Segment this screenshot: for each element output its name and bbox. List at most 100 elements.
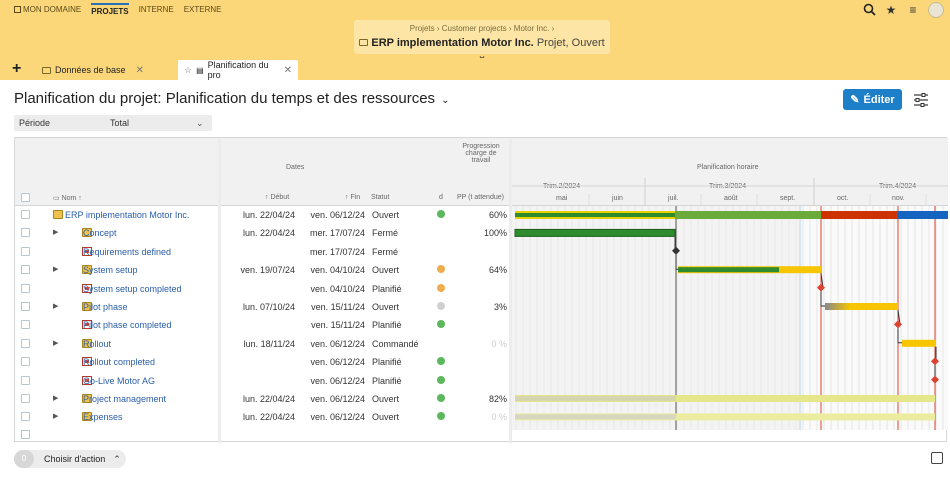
gantt-bar-rollout: [902, 339, 936, 347]
breadcrumb-customer-projects[interactable]: Customer projects: [441, 24, 507, 33]
row-checkbox[interactable]: [21, 283, 30, 293]
table-row[interactable]: ▶ Expenses lun. 22/04/24 ven. 06/12/24 Ouver…: [15, 408, 511, 426]
project-name: ERP implementation Motor Inc.: [371, 37, 534, 49]
action-selector[interactable]: 0 Choisir d'action ⌃: [14, 450, 126, 468]
table-row[interactable]: System setup completed ven. 04/10/24 Plani…: [15, 280, 511, 298]
header-end[interactable]: ↑ Fin: [345, 194, 361, 201]
star-icon[interactable]: ★: [885, 3, 897, 17]
row-name[interactable]: Project management: [83, 394, 167, 404]
folder-icon: [82, 394, 92, 403]
expand-icon[interactable]: ▶: [53, 303, 59, 310]
table-row[interactable]: ERP implementation Motor Inc. lun. 22/04/…: [15, 206, 511, 224]
close-icon[interactable]: ✕: [283, 64, 292, 76]
row-name[interactable]: ERP implementation Motor Inc.: [65, 210, 190, 220]
export-icon[interactable]: [931, 452, 943, 464]
folder-icon: ▭: [53, 195, 60, 202]
table-row[interactable]: Rollout completed ven. 06/12/24 Planifié: [15, 353, 511, 371]
status-indicator-icon: [437, 210, 445, 218]
row-checkbox[interactable]: [21, 210, 30, 219]
nav-projets[interactable]: PROJETS: [91, 2, 129, 16]
row-checkbox[interactable]: [21, 265, 30, 275]
tab-donnees-de-base[interactable]: Données de base ✕: [36, 60, 158, 80]
table-row[interactable]: ▶ Project management lun. 22/04/24 ven. 06/…: [15, 390, 511, 408]
row-name[interactable]: Go-Live Motor AG: [83, 375, 156, 386]
row-start: lun. 22/04/24: [242, 394, 295, 404]
tab-label: Planification du pro: [207, 60, 269, 80]
header-d[interactable]: d: [439, 194, 443, 201]
nav-externe[interactable]: EXTERNE: [183, 4, 222, 14]
gantt-bar-pilot: [825, 303, 898, 310]
row-checkbox[interactable]: [21, 320, 30, 330]
add-tab-button[interactable]: +: [12, 60, 22, 77]
row-name[interactable]: Rollout completed: [83, 357, 156, 368]
row-checkbox[interactable]: [21, 246, 30, 256]
row-name[interactable]: System setup completed: [83, 283, 182, 294]
table-row[interactable]: ▶ Pilot phase lun. 07/10/24 ven. 15/11/24 Ou…: [15, 298, 511, 316]
row-name[interactable]: Concept: [83, 228, 117, 239]
header-status[interactable]: Statut: [371, 194, 390, 201]
close-icon[interactable]: ✕: [135, 64, 144, 76]
table-row[interactable]: ▶ Rollout lun. 18/11/24 ven. 06/12/24 Comman…: [15, 335, 511, 353]
row-progress: 100%: [483, 228, 507, 239]
row-checkbox[interactable]: [21, 375, 30, 385]
nav-mon-domaine[interactable]: MON DOMAINE: [14, 5, 81, 14]
breadcrumb-projets[interactable]: Projets: [409, 24, 435, 33]
expand-icon[interactable]: ▶: [53, 395, 59, 402]
search-icon[interactable]: [862, 3, 876, 17]
row-start: lun. 22/04/24: [242, 228, 295, 239]
expand-icon[interactable]: ▶: [53, 229, 59, 237]
period-select[interactable]: Période Total ⌄: [14, 115, 212, 131]
row-name[interactable]: System setup: [83, 265, 138, 276]
breadcrumb-motor-inc[interactable]: Motor Inc.: [513, 24, 550, 33]
menu-icon[interactable]: ≡: [909, 3, 917, 17]
page-title-text: Planification du projet: Planification d…: [14, 90, 436, 107]
edit-button[interactable]: ✎ Éditer: [843, 89, 902, 110]
tab-planification[interactable]: ☆ ▤ Planification du pro ✕: [178, 60, 298, 80]
expand-icon[interactable]: ▶: [53, 266, 59, 274]
header-month: mai: [556, 195, 568, 202]
header-pp[interactable]: PP (t attendue): [457, 194, 504, 201]
row-end: ven. 06/12/24: [310, 394, 365, 404]
project-selector[interactable]: ERP implementation Motor Inc. Projet, Ou…: [354, 37, 610, 62]
row-checkbox[interactable]: [21, 338, 30, 348]
row-checkbox[interactable]: [21, 412, 30, 422]
expand-icon[interactable]: ▶: [53, 339, 59, 347]
table-row[interactable]: Go-Live Motor AG ven. 06/12/24 Planifié: [15, 372, 511, 390]
nav-interne[interactable]: INTERNE: [138, 4, 174, 14]
row-name[interactable]: Pilot phase: [83, 302, 128, 312]
selection-count: 0: [14, 450, 34, 468]
grid-icon: [14, 5, 21, 13]
table-row[interactable]: Requirements defined mer. 17/07/24 Fermé: [15, 243, 511, 261]
action-label: Choisir d'action: [44, 454, 106, 464]
row-name[interactable]: Expenses: [83, 412, 123, 423]
row-name[interactable]: Rollout: [83, 338, 112, 349]
milestone-icon: [82, 320, 92, 330]
folder-icon: [82, 302, 92, 311]
row-status: Planifié: [372, 357, 402, 368]
star-outline-icon[interactable]: ☆: [184, 64, 193, 75]
table-row[interactable]: ▶ Concept lun. 22/04/24 mer. 17/07/24 Fermé 1…: [15, 224, 511, 242]
header-name[interactable]: ▭ Nom ↑: [53, 195, 82, 202]
row-name[interactable]: Pilot phase completed: [83, 320, 172, 331]
folder-icon: [42, 66, 51, 74]
expand-icon[interactable]: ▶: [53, 413, 59, 421]
row-name[interactable]: Requirements defined: [83, 246, 172, 257]
planning-grid: Dates Progression charge de travail Plan…: [14, 137, 948, 443]
table-row[interactable]: ▶ System setup ven. 19/07/24 ven. 04/10/24 O…: [15, 261, 511, 279]
table-row[interactable]: Pilot phase completed ven. 15/11/24 Planif…: [15, 316, 511, 334]
column-splitter[interactable]: [218, 138, 221, 443]
row-checkbox[interactable]: [21, 357, 30, 367]
row-checkbox[interactable]: [21, 228, 30, 238]
page-title[interactable]: Planification du projet: Planification d…: [14, 90, 449, 107]
row-checkbox[interactable]: [21, 302, 30, 311]
add-row-checkbox[interactable]: [21, 430, 30, 439]
settings-sliders-icon[interactable]: [913, 92, 929, 108]
header-month: oct.: [837, 195, 849, 202]
column-splitter[interactable]: [509, 138, 512, 443]
chevron-down-icon: ⌄: [196, 117, 204, 128]
avatar[interactable]: [928, 2, 944, 18]
row-checkbox[interactable]: [21, 394, 30, 403]
header-start[interactable]: ↑ Début: [265, 194, 290, 201]
chevron-down-icon: ⌄: [441, 95, 450, 106]
select-all-checkbox[interactable]: [21, 193, 30, 202]
